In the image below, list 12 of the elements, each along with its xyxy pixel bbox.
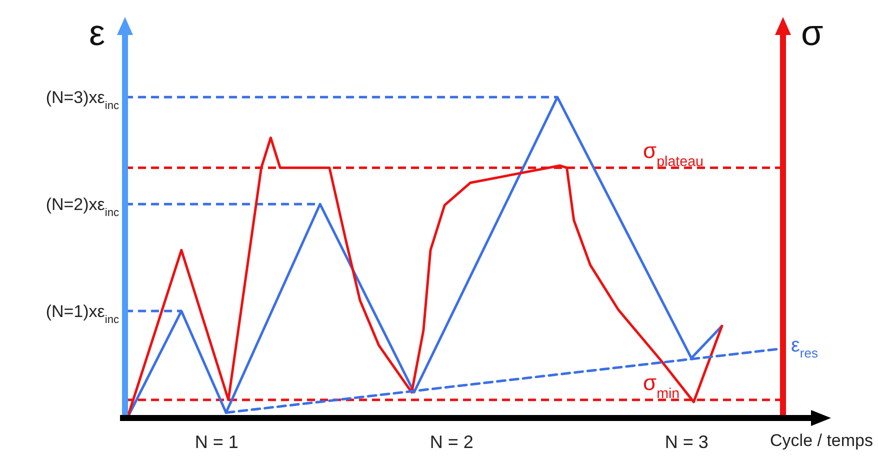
- y2-axis-title: σ: [801, 12, 824, 53]
- x-tick-label: N = 1: [194, 432, 238, 452]
- y-axis-title: ε: [88, 12, 105, 53]
- y-tick-label: (N=3)xε$_{inc}$: [46, 88, 120, 112]
- x-tick-label: N = 2: [430, 432, 474, 452]
- y-tick-label: (N=1)xε$_{inc}$: [46, 302, 120, 326]
- ref-line-label: σ$_{min}$: [643, 370, 680, 402]
- ref-line-label: σ$_{plateau}$: [643, 138, 704, 170]
- x-axis-title: Cycle / temps: [770, 431, 873, 450]
- y-tick-label: (N=2)xε$_{inc}$: [46, 195, 120, 220]
- series-label: ε$_{res}$: [791, 334, 818, 360]
- x-tick-label: N = 3: [664, 432, 708, 452]
